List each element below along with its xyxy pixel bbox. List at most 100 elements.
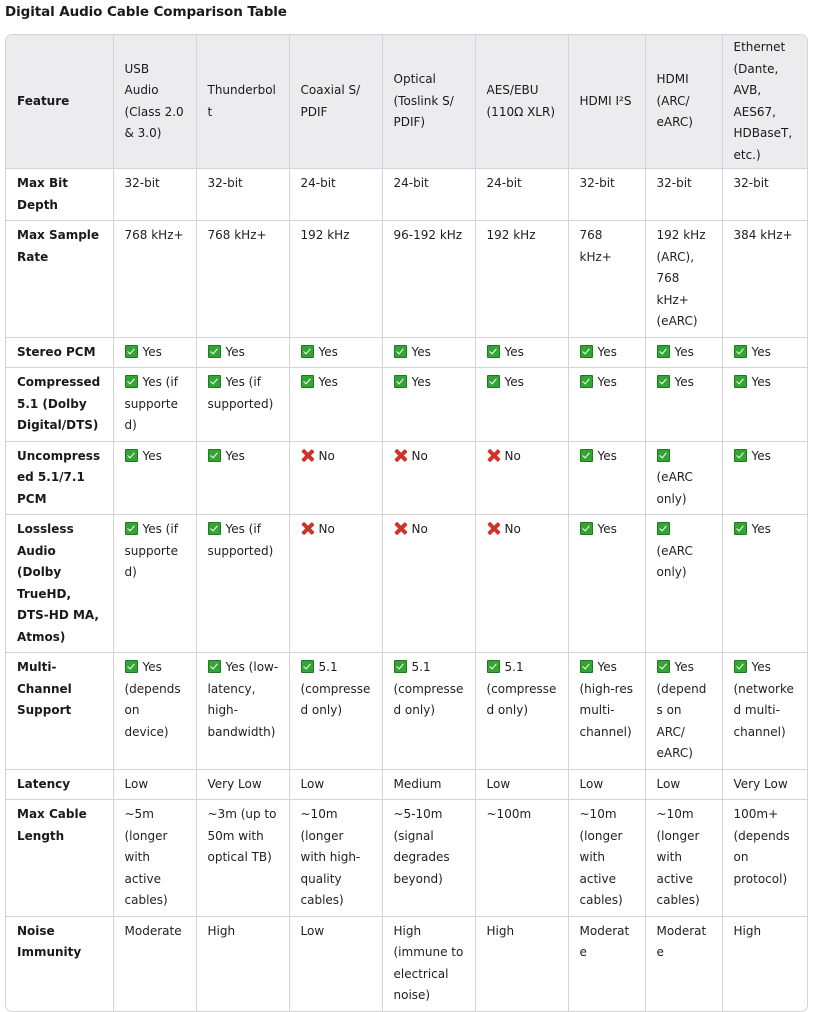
table-cell: 32-bit [196, 168, 290, 221]
checkmark-icon [733, 660, 747, 673]
column-header-label: AES/EBU (110Ω XLR) [486, 83, 556, 119]
table-body: Max Bit Depth 32-bit 32-bit 24-bit 24-bit 24-… [6, 168, 807, 1011]
table-cell: Yes (networked multi-channel) [722, 652, 807, 770]
column-header-feature: Feature [6, 35, 114, 169]
checkmark-icon [656, 375, 670, 388]
table-cell: Yes (high-res multi-channel) [568, 652, 646, 770]
cell-text: Yes [597, 375, 617, 389]
table-cell: 32-bit [722, 168, 807, 221]
table-cell: 5.1 (compressed only) [382, 652, 476, 770]
cross-icon [301, 449, 314, 462]
cell-text: Moderate [656, 923, 707, 960]
cell-text: Low [300, 776, 325, 791]
cell-text: 100m+ (depends on protocol) [733, 807, 790, 886]
cross-icon [487, 522, 500, 535]
table-cell: Yes [113, 337, 197, 368]
checkmark-icon [656, 448, 670, 462]
cell-text: High (immune to electrical noise) [393, 923, 464, 1003]
page-title: Digital Audio Cable Comparison Table [5, 4, 287, 20]
table-cell: No [289, 441, 383, 515]
cross-icon [394, 522, 407, 535]
table-cell: Yes [645, 367, 723, 442]
column-header: USB Audio (Class 2.0 & 3.0) [113, 35, 197, 169]
column-header: HDMI I²S [568, 35, 646, 169]
table-cell: 768 kHz+ [196, 220, 290, 338]
cell-text: Yes (depends on ARC/ eARC) [656, 660, 707, 760]
cell-text: 24-bit [393, 176, 429, 190]
cell-text: 384 kHz+ [733, 228, 793, 242]
checkmark-icon [486, 660, 500, 673]
cell-text: (eARC only) [656, 470, 693, 506]
row-feature-label: Stereo PCM [6, 337, 114, 368]
cell-text: Yes [225, 448, 245, 463]
table-row: Uncompressed 5.1/7.1 PCM Yes Yes No No No Yes (… [6, 441, 807, 515]
row-feature-label: Lossless Audio (Dolby TrueHD, DTS-HD MA,… [6, 514, 114, 653]
comparison-table: Feature USB Audio (Class 2.0 & 3.0) Thunde… [6, 35, 807, 1011]
table-header-row: Feature USB Audio (Class 2.0 & 3.0) Thunde… [6, 35, 807, 169]
table-cell: 24-bit [475, 168, 569, 221]
table-cell: 5.1 (compressed only) [289, 652, 383, 770]
table-cell: Yes [722, 337, 807, 368]
cell-text: ~3m (up to 50m with optical TB) [207, 807, 277, 864]
checkmark-icon [579, 522, 593, 535]
table-cell: Yes [475, 337, 569, 368]
table-cell: Very Low [196, 769, 290, 800]
row-feature-label: Max Cable Length [6, 799, 114, 917]
checkmark-icon [733, 448, 747, 462]
cell-text: ~10m (longer with high-quality cables) [300, 807, 361, 907]
cell-text: Yes [225, 344, 245, 359]
table-cell: Yes (depends on device) [113, 652, 197, 770]
cell-text: Yes (high-res multi-channel) [579, 660, 633, 739]
cell-text: No [318, 448, 335, 463]
checkmark-icon [124, 344, 138, 358]
checkmark-icon [393, 375, 407, 388]
cell-text: Moderate [579, 923, 630, 960]
column-header: Thunderbolt [196, 35, 290, 169]
checkmark-icon [300, 344, 314, 358]
cell-text: ~10m (longer with active cables) [656, 807, 700, 907]
cell-text: Yes [751, 522, 771, 536]
cell-text: Yes [751, 375, 771, 389]
cell-text: 32-bit [656, 176, 692, 190]
table-cell: ~10m (longer with active cables) [568, 799, 646, 917]
row-feature-label: Max Sample Rate [6, 220, 114, 338]
table-row: Multi-Channel Support Yes (depends on dev… [6, 652, 807, 770]
cell-text: Moderate [124, 923, 182, 938]
cell-text: Very Low [207, 776, 262, 791]
column-header-label: Thunderbolt [207, 83, 276, 119]
table-cell: Low [113, 769, 197, 800]
table-cell: No [475, 441, 569, 515]
cell-text: Yes [674, 375, 694, 389]
table-cell: Yes [568, 367, 646, 442]
cell-text: Yes (networked multi-channel) [733, 660, 794, 739]
cell-text: Yes [597, 344, 617, 359]
table-cell: 192 kHz (ARC), 768 kHz+ (eARC) [645, 220, 723, 338]
table-cell: Low [289, 916, 383, 1011]
row-feature-label: Noise Immunity [6, 916, 114, 1011]
table-cell: High [475, 916, 569, 1011]
column-header-label: USB Audio (Class 2.0 & 3.0) [124, 61, 184, 141]
cell-text: No [411, 522, 428, 536]
cell-text: Yes [751, 344, 771, 359]
cell-text: High [207, 923, 236, 938]
checkmark-icon [733, 375, 747, 388]
cell-text: 96-192 kHz [393, 228, 463, 242]
cell-text: 24-bit [486, 176, 522, 190]
row-feature-label: Max Bit Depth [6, 168, 114, 221]
table-cell: Yes [196, 441, 290, 515]
table-cell: Yes [196, 337, 290, 368]
table-cell: High [196, 916, 290, 1011]
cell-text: Low [486, 776, 511, 791]
column-header-label: Coaxial S/ PDIF [300, 83, 361, 119]
cell-text: 24-bit [300, 176, 336, 190]
table-cell: 5.1 (compressed only) [475, 652, 569, 770]
cell-text: 32-bit [207, 176, 243, 190]
table-cell: Yes [645, 337, 723, 368]
cell-text: Yes [142, 344, 162, 359]
cell-text: No [411, 448, 428, 463]
checkmark-icon [207, 660, 221, 673]
table-cell: Yes (depends on ARC/ eARC) [645, 652, 723, 770]
cross-icon [301, 522, 314, 535]
table-row: Noise Immunity Moderate High Low High (immun… [6, 916, 807, 1011]
cell-text: ~100m [486, 807, 532, 821]
